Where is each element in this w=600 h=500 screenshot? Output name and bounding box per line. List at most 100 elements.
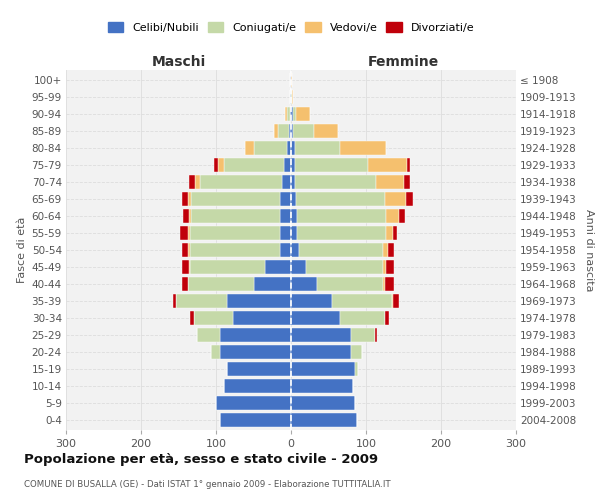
Bar: [176, 294, 227, 308]
Bar: [375, 328, 377, 342]
Bar: [291, 277, 317, 291]
Bar: [199, 175, 282, 189]
Bar: [291, 260, 306, 274]
Text: Maschi: Maschi: [151, 55, 206, 69]
Bar: [291, 379, 353, 393]
Bar: [296, 107, 310, 121]
Bar: [289, 124, 291, 138]
Bar: [290, 90, 291, 104]
Bar: [291, 209, 297, 223]
Bar: [189, 260, 190, 274]
Bar: [291, 328, 351, 342]
Bar: [227, 294, 291, 308]
Bar: [173, 294, 176, 308]
Bar: [223, 379, 291, 393]
Bar: [190, 226, 280, 240]
Bar: [293, 124, 314, 138]
Bar: [274, 124, 277, 138]
Bar: [314, 124, 338, 138]
Bar: [188, 243, 190, 257]
Bar: [291, 311, 340, 325]
Bar: [351, 345, 361, 359]
Bar: [406, 192, 413, 206]
Bar: [293, 107, 296, 121]
Bar: [277, 124, 289, 138]
Bar: [297, 226, 386, 240]
Bar: [386, 209, 399, 223]
Bar: [284, 158, 291, 172]
Bar: [291, 124, 293, 138]
Bar: [220, 345, 291, 359]
Bar: [280, 226, 291, 240]
Bar: [190, 243, 280, 257]
Bar: [218, 158, 223, 172]
Bar: [191, 192, 280, 206]
Bar: [220, 328, 291, 342]
Bar: [287, 141, 291, 155]
Bar: [393, 226, 397, 240]
Bar: [361, 345, 362, 359]
Bar: [296, 192, 385, 206]
Bar: [191, 209, 280, 223]
Bar: [190, 311, 193, 325]
Bar: [190, 260, 265, 274]
Bar: [291, 158, 295, 172]
Bar: [227, 362, 291, 376]
Bar: [182, 260, 189, 274]
Bar: [182, 192, 188, 206]
Bar: [187, 226, 190, 240]
Bar: [295, 141, 340, 155]
Bar: [385, 277, 394, 291]
Bar: [291, 226, 297, 240]
Bar: [189, 209, 191, 223]
Bar: [220, 413, 291, 427]
Bar: [183, 209, 189, 223]
Bar: [291, 294, 332, 308]
Bar: [383, 260, 386, 274]
Bar: [393, 294, 399, 308]
Bar: [233, 311, 291, 325]
Bar: [399, 209, 405, 223]
Bar: [291, 141, 295, 155]
Bar: [211, 345, 220, 359]
Text: COMUNE DI BUSALLA (GE) - Dati ISTAT 1° gennaio 2009 - Elaborazione TUTTITALIA.IT: COMUNE DI BUSALLA (GE) - Dati ISTAT 1° g…: [24, 480, 391, 489]
Bar: [280, 209, 291, 223]
Bar: [291, 175, 295, 189]
Bar: [317, 277, 383, 291]
Bar: [180, 226, 187, 240]
Y-axis label: Anni di nascita: Anni di nascita: [584, 209, 594, 291]
Bar: [291, 90, 292, 104]
Bar: [282, 175, 291, 189]
Bar: [404, 175, 409, 189]
Bar: [265, 260, 291, 274]
Bar: [291, 362, 355, 376]
Bar: [376, 175, 404, 189]
Bar: [223, 158, 284, 172]
Bar: [299, 243, 383, 257]
Bar: [295, 158, 367, 172]
Bar: [291, 413, 357, 427]
Bar: [340, 141, 386, 155]
Bar: [386, 260, 394, 274]
Bar: [383, 277, 385, 291]
Bar: [383, 243, 388, 257]
Bar: [290, 73, 291, 87]
Bar: [385, 311, 389, 325]
Bar: [214, 158, 218, 172]
Bar: [193, 311, 233, 325]
Bar: [291, 243, 299, 257]
Bar: [254, 277, 291, 291]
Bar: [254, 141, 287, 155]
Bar: [407, 158, 410, 172]
Bar: [290, 107, 291, 121]
Bar: [182, 243, 188, 257]
Bar: [355, 362, 358, 376]
Bar: [187, 277, 254, 291]
Bar: [340, 311, 385, 325]
Legend: Celibi/Nubili, Coniugati/e, Vedovi/e, Divorziati/e: Celibi/Nubili, Coniugati/e, Vedovi/e, Di…: [103, 18, 479, 38]
Bar: [280, 192, 291, 206]
Bar: [295, 175, 376, 189]
Text: Femmine: Femmine: [368, 55, 439, 69]
Bar: [385, 192, 406, 206]
Bar: [280, 243, 291, 257]
